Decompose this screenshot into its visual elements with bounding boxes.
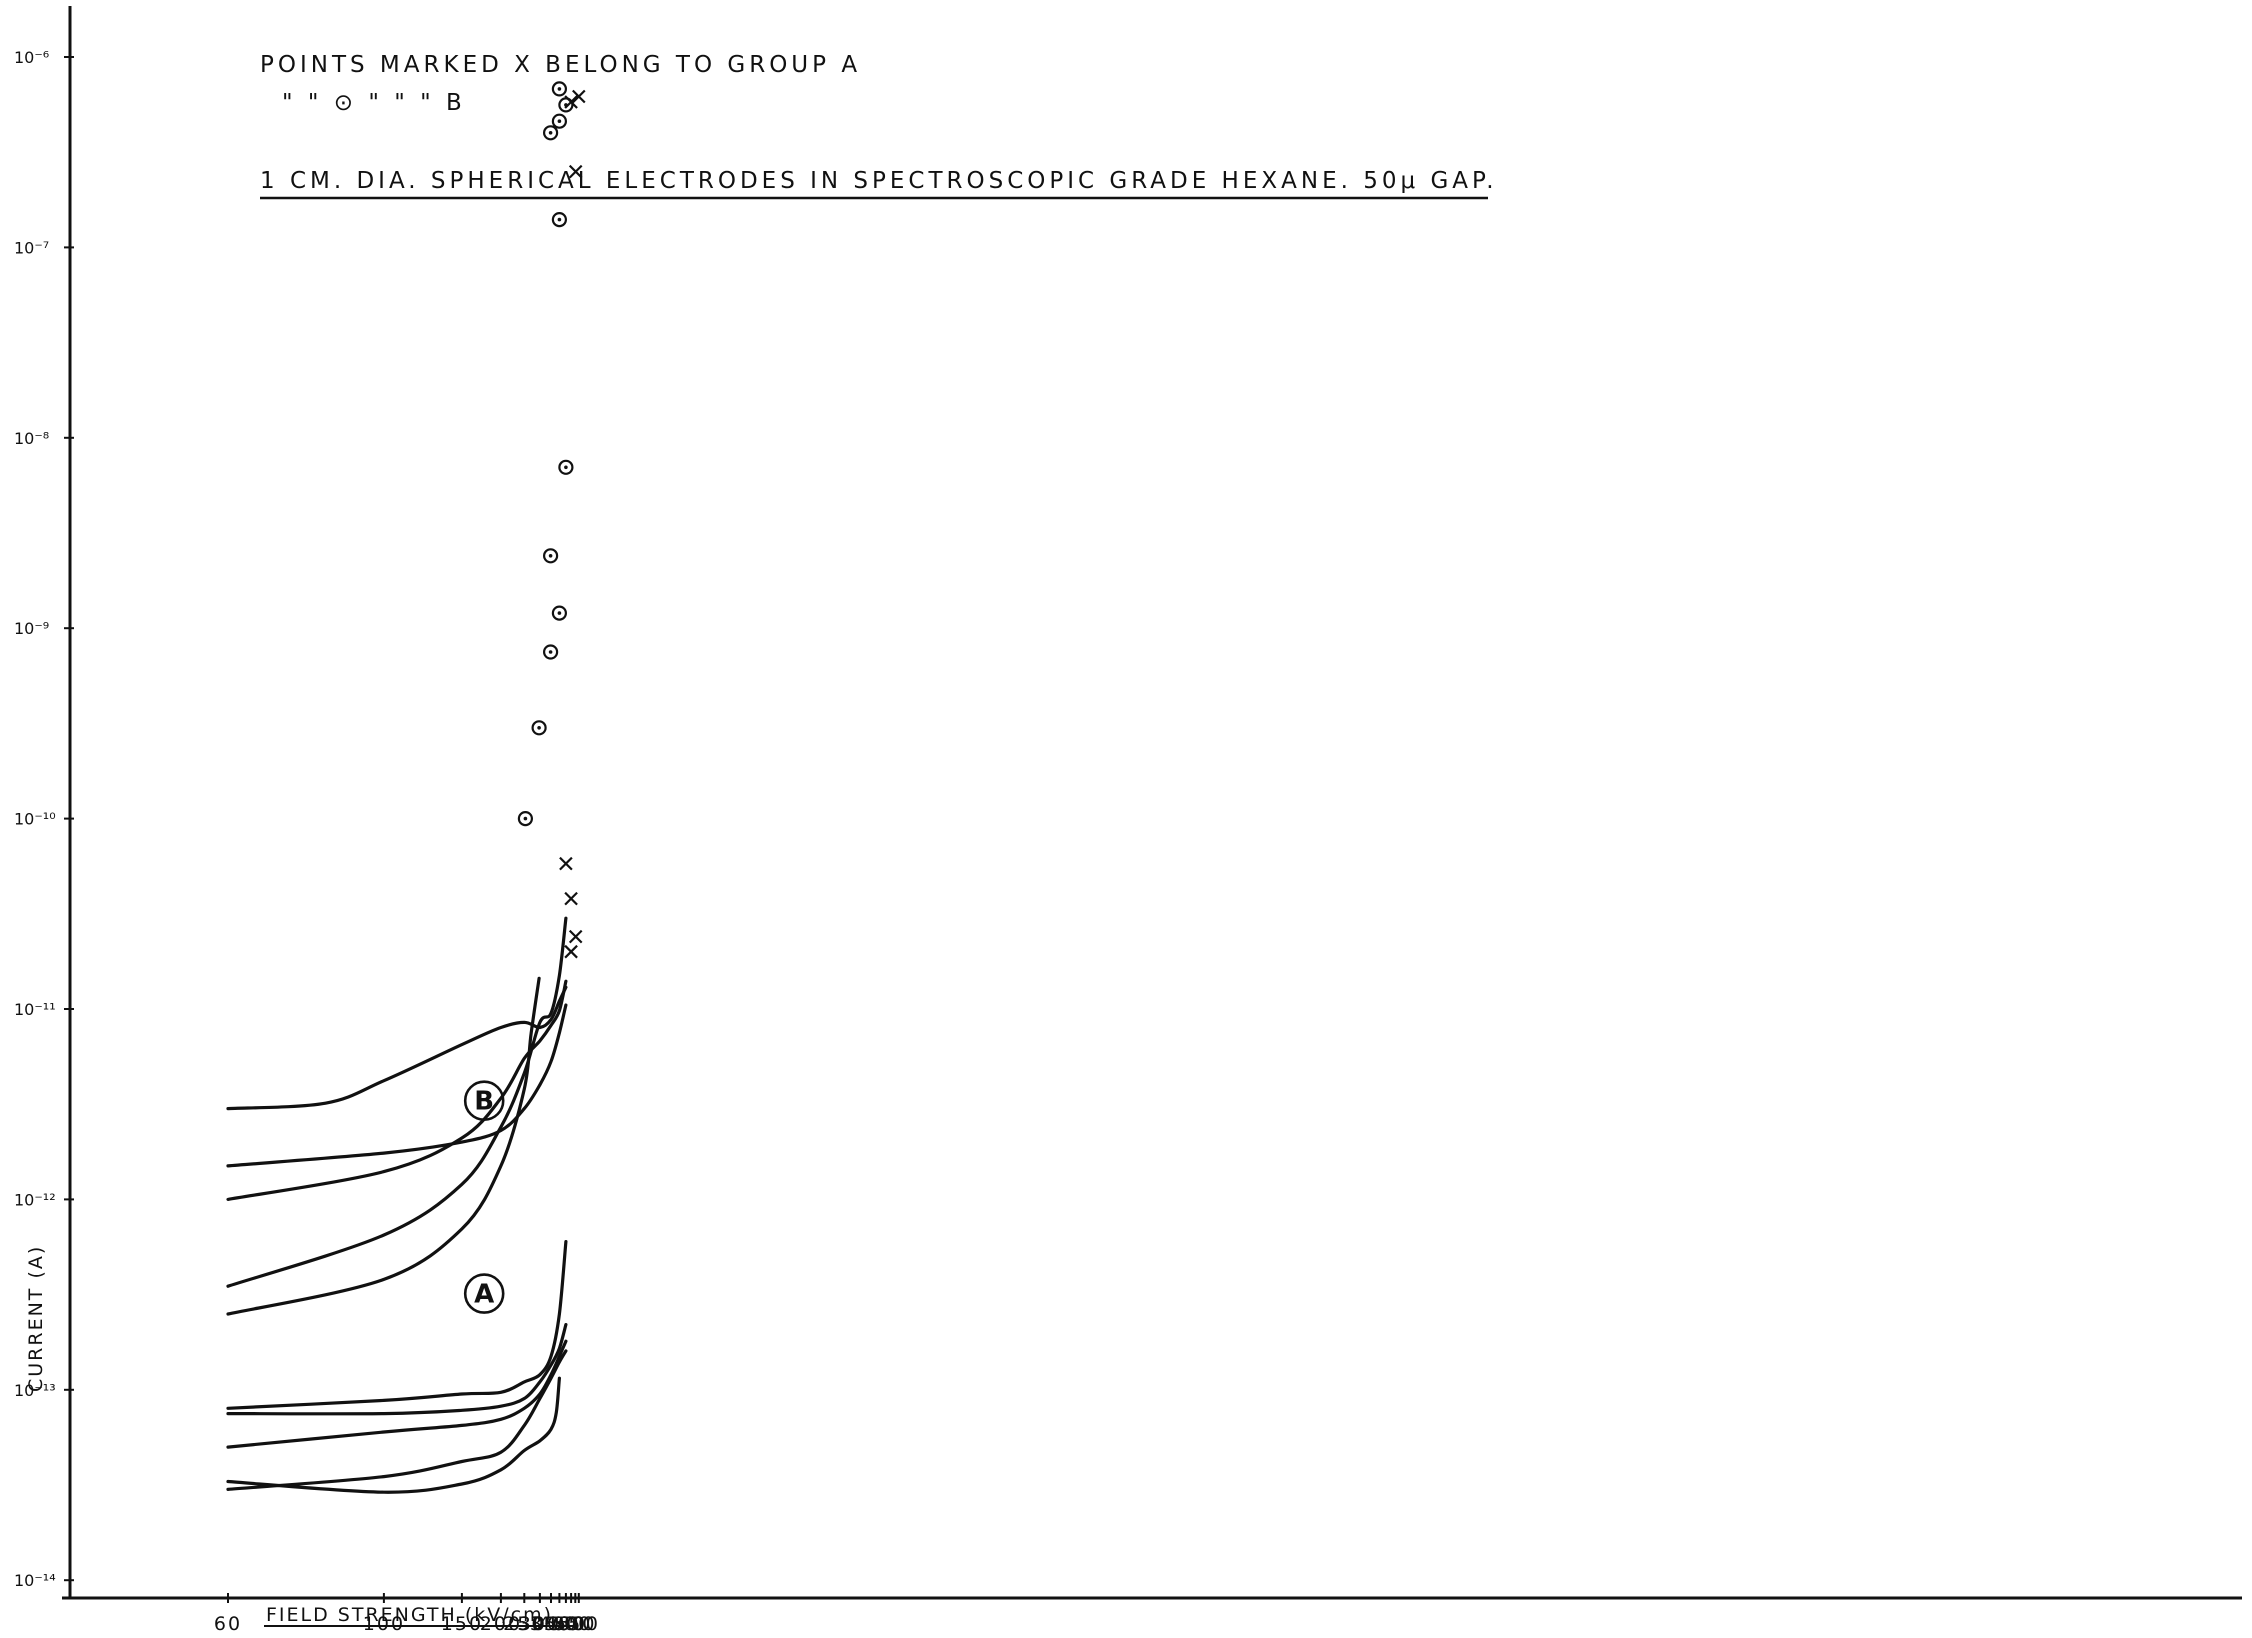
x-tick-label: 450	[545, 1613, 587, 1635]
group-b-point-center	[523, 816, 528, 821]
group-a-curve-6	[226, 1240, 568, 1410]
group-b-point-center	[557, 119, 562, 123]
x-tick-label: 150	[441, 1613, 483, 1635]
group-b-point	[531, 720, 547, 736]
y-tick-label: 10⁻¹³	[14, 1381, 56, 1400]
x-tick-label: 400	[538, 1613, 580, 1635]
group-b-curve-4	[226, 916, 568, 1288]
y-tick-label: 10⁻¹²	[14, 1190, 56, 1209]
experiment-description: 1 CM. DIA. SPHERICAL ELECTRODES IN SPECT…	[260, 168, 1498, 194]
group-a-point	[559, 856, 573, 871]
group-b-point	[517, 810, 534, 827]
group-b-point-center	[564, 465, 568, 470]
group-b-point	[551, 113, 568, 129]
x-tick-label: 500	[550, 1613, 592, 1635]
group-b-curve-3	[226, 979, 568, 1201]
group-b-point-center	[548, 131, 553, 135]
group-b-point	[551, 81, 568, 97]
group-a-point	[568, 164, 583, 179]
group-b-point-center	[548, 554, 553, 558]
group-b-point	[542, 644, 559, 660]
y-tick-label: 10⁻⁸	[14, 429, 49, 448]
y-tick-label: 10⁻¹¹	[14, 1000, 56, 1019]
group-b-point	[558, 459, 574, 475]
group-a-curve-7	[226, 1323, 568, 1416]
group-a-point	[568, 929, 583, 944]
y-tick-label: 10⁻⁷	[14, 238, 49, 257]
group-a-point	[564, 944, 578, 959]
group-a-curve-10	[226, 1376, 561, 1494]
group-b-point-center	[557, 87, 562, 91]
y-tick-label: 10⁻¹⁰	[14, 810, 56, 829]
legend-note-group-a: POINTS MARKED X BELONG TO GROUP A	[260, 52, 861, 78]
group-a-label: A	[474, 1280, 494, 1310]
x-tick-label: 350	[530, 1613, 572, 1635]
group-b-point	[551, 212, 568, 228]
legend-notes: POINTS MARKED X BELONG TO GROUP A " " ⊙ …	[260, 52, 1498, 200]
group-b-point-center	[557, 217, 562, 222]
group-b-point	[551, 605, 568, 621]
x-tick-label: 60	[214, 1613, 242, 1635]
group-b-curve-2	[226, 1003, 568, 1168]
x-axis-title: FIELD STRENGTH (kV/cm).	[266, 1604, 561, 1626]
group-b-point	[542, 548, 559, 564]
y-tick-label: 10⁻⁹	[14, 619, 49, 638]
y-tick-label: 10⁻¹⁴	[14, 1571, 56, 1590]
group-b-label-circle	[463, 1080, 505, 1121]
x-tick-label: 200	[480, 1613, 522, 1635]
group-b-point	[542, 125, 559, 141]
x-tick-label: 250	[503, 1613, 545, 1635]
legend-note-group-b: " " ⊙ " " " B	[282, 90, 466, 116]
group-a-label-circle	[463, 1273, 505, 1314]
group-b-curve-1	[226, 985, 568, 1111]
group-b-point-center	[557, 611, 562, 615]
x-tick-label: 600	[558, 1613, 600, 1635]
x-tick-label: 100	[363, 1613, 405, 1635]
group-b-label: B	[474, 1087, 494, 1117]
group-a-point	[564, 95, 578, 109]
group-b-point-center	[548, 650, 553, 654]
y-tick-label: 10⁻⁶	[14, 48, 49, 67]
y-axis-title: CURRENT (A)	[25, 1245, 47, 1392]
x-tick-label: 300	[519, 1613, 561, 1635]
axes	[62, 6, 2242, 1600]
group-b-point-center	[537, 726, 541, 730]
group-a-point	[564, 891, 578, 906]
group-a-curve-8	[226, 1339, 568, 1449]
group-b-point	[558, 97, 574, 113]
x-tick-label: 550	[554, 1613, 596, 1635]
group-a-curve-9	[226, 1349, 568, 1491]
group-a-point	[572, 89, 586, 104]
group-b-curve-5	[226, 976, 541, 1316]
